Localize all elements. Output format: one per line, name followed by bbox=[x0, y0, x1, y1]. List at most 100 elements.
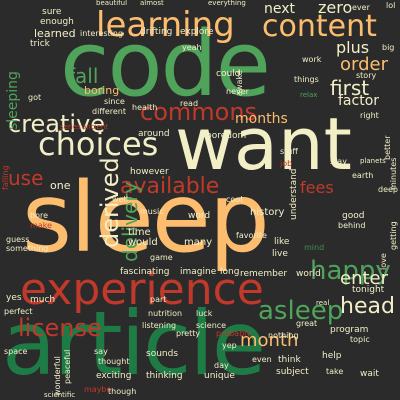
word-great: great bbox=[296, 319, 318, 328]
word-ever: ever bbox=[352, 3, 370, 12]
word-make: make bbox=[30, 221, 52, 230]
word-good: good bbox=[342, 211, 365, 221]
word-everything: everything bbox=[208, 0, 246, 7]
word-exciting: exciting bbox=[96, 371, 132, 381]
word-probably: probably bbox=[216, 329, 252, 338]
word-scientific: scientific bbox=[44, 391, 76, 399]
word-behind: behind bbox=[338, 221, 366, 230]
word-remember: remember bbox=[240, 269, 288, 279]
word-content: content bbox=[262, 9, 377, 44]
word-got: got bbox=[28, 93, 42, 102]
word-sleep: sleep bbox=[22, 162, 270, 274]
word-plus: plus bbox=[336, 38, 370, 57]
word-yeah: yeah bbox=[182, 43, 202, 52]
word-drifting: drifting bbox=[140, 27, 173, 37]
word-falling: falling bbox=[1, 165, 10, 190]
word-much: much bbox=[30, 295, 56, 305]
word-even: even bbox=[252, 355, 272, 364]
word-read: read bbox=[180, 99, 199, 108]
word-stuff: stuff bbox=[280, 147, 298, 156]
word-help: help bbox=[322, 351, 342, 361]
word-game: game bbox=[150, 253, 173, 262]
word-subject: subject bbox=[276, 367, 309, 377]
word-earth: earth bbox=[352, 171, 374, 180]
word-wait: wait bbox=[360, 369, 379, 379]
word-thinking: thinking bbox=[146, 371, 183, 381]
word-since: since bbox=[104, 97, 125, 106]
word-sounds: sounds bbox=[146, 349, 179, 359]
word-want: want bbox=[175, 102, 352, 186]
word-fall: fall bbox=[68, 64, 99, 88]
word-months: months bbox=[235, 111, 288, 127]
word-beautiful: beautiful bbox=[96, 0, 128, 7]
word-stay: stay bbox=[330, 157, 347, 166]
word-different: different bbox=[92, 107, 126, 116]
word-could: could bbox=[216, 69, 241, 79]
word-music: music bbox=[140, 207, 164, 216]
word-boring: boring bbox=[84, 84, 120, 97]
word-first: first bbox=[330, 76, 370, 100]
word-say: say bbox=[94, 347, 108, 356]
word-getting: getting bbox=[389, 221, 398, 250]
word-perfect: perfect bbox=[4, 307, 33, 316]
word-time: time bbox=[128, 227, 151, 238]
word-happy: happy bbox=[310, 256, 391, 286]
word-understand: understand bbox=[289, 168, 299, 220]
word-long: long bbox=[220, 267, 240, 277]
word-story: story bbox=[356, 71, 377, 80]
word-like: like bbox=[274, 237, 290, 247]
word-order: order bbox=[340, 54, 388, 75]
word-word: word bbox=[188, 211, 211, 221]
word-peaceful: peaceful bbox=[63, 349, 72, 384]
word-month: month bbox=[240, 330, 299, 351]
word-well: well bbox=[112, 195, 128, 204]
word-job: job bbox=[280, 159, 293, 168]
word-use: use bbox=[8, 166, 44, 190]
word-awake: awake bbox=[235, 70, 244, 96]
word-next: next bbox=[264, 1, 296, 17]
word-health: health bbox=[132, 103, 158, 112]
word-learned: learned bbox=[34, 27, 76, 40]
word-boredom: boredom bbox=[206, 131, 247, 141]
word-delivery: delivery bbox=[118, 181, 142, 262]
word-sure: sure bbox=[42, 7, 62, 17]
word-lol: lol bbox=[386, 1, 396, 10]
word-part: part bbox=[150, 295, 167, 304]
word-relax: relax bbox=[300, 91, 318, 99]
word-wonderful: wonderful bbox=[53, 356, 62, 396]
word-one: one bbox=[50, 179, 71, 192]
word-science: science bbox=[196, 321, 227, 330]
word-enough: enough bbox=[40, 17, 74, 27]
word-listening: listening bbox=[142, 321, 177, 330]
word-experience: experience bbox=[20, 264, 264, 315]
word-almost: almost bbox=[140, 0, 164, 7]
word-real: real bbox=[316, 299, 330, 307]
word-program: program bbox=[330, 325, 369, 335]
word-nothing: nothing bbox=[268, 331, 299, 340]
word-choices: choices bbox=[38, 125, 159, 163]
word-unique: unique bbox=[204, 371, 235, 381]
word-favorite: favorite bbox=[236, 231, 267, 240]
word-deep: deep bbox=[378, 185, 398, 194]
word-ancient: ancient bbox=[82, 123, 109, 131]
word-article: article bbox=[2, 292, 266, 395]
word-topic: topic bbox=[350, 335, 370, 344]
word-yes: yes bbox=[6, 293, 22, 303]
word-maybe: maybe bbox=[84, 385, 112, 394]
word-zero: zero bbox=[318, 0, 353, 17]
word-bore: bore bbox=[30, 211, 49, 220]
word-head: head bbox=[340, 294, 395, 319]
word-guess: guess bbox=[6, 235, 30, 244]
word-imagine: imagine bbox=[180, 267, 217, 277]
word-pretty: pretty bbox=[176, 329, 201, 338]
word-thought: thought bbox=[98, 357, 130, 366]
word-sleeping: sleeping bbox=[5, 71, 21, 130]
word-available: available bbox=[120, 174, 220, 199]
word-yep: yep bbox=[222, 341, 237, 350]
word-series: series bbox=[60, 123, 81, 131]
word-love: love bbox=[379, 253, 388, 270]
word-learning: learning bbox=[96, 5, 235, 45]
word-something: something bbox=[6, 244, 49, 253]
word-work: work bbox=[302, 55, 322, 64]
word-history: history bbox=[250, 207, 285, 218]
